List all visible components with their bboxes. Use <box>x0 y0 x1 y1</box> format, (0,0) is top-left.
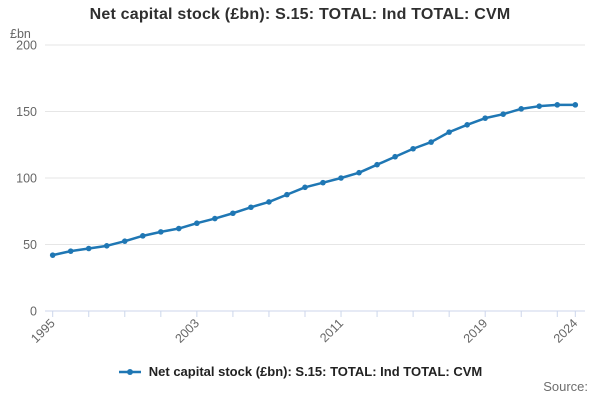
data-point-2016[interactable] <box>428 139 434 145</box>
data-point-2022[interactable] <box>536 103 543 109</box>
data-point-2008[interactable] <box>284 191 290 198</box>
x-tick-label-1995: 1995 <box>28 316 58 346</box>
y-tick-label: 0 <box>30 305 37 319</box>
data-point-2010[interactable] <box>320 179 326 186</box>
x-tick-label-2024: 2024 <box>551 316 581 346</box>
series-line <box>51 103 577 257</box>
data-point-2005[interactable] <box>230 210 236 217</box>
data-point-2023[interactable] <box>554 102 561 108</box>
data-point-2021[interactable] <box>518 106 525 112</box>
data-point-1999[interactable] <box>121 238 128 244</box>
data-point-2001[interactable] <box>158 229 164 235</box>
data-point-1995[interactable] <box>49 252 56 258</box>
data-point-2000[interactable] <box>140 233 146 239</box>
data-point-2024[interactable] <box>572 102 579 108</box>
data-point-2013[interactable] <box>374 161 380 168</box>
legend-line-marker-icon <box>118 368 141 375</box>
data-point-1998[interactable] <box>103 243 110 249</box>
data-point-2020[interactable] <box>500 111 507 117</box>
data-point-2003[interactable] <box>194 220 200 227</box>
y-tick-label: 100 <box>16 172 37 186</box>
data-point-2019[interactable] <box>482 115 488 121</box>
data-point-2002[interactable] <box>176 225 182 232</box>
y-tick-label: 50 <box>23 238 37 252</box>
y-axis-unit-label: £bn <box>10 27 31 41</box>
y-tick-label: 200 <box>16 39 37 53</box>
chart-title: Net capital stock (£bn): S.15: TOTAL: In… <box>89 6 511 23</box>
data-point-2017[interactable] <box>446 129 452 135</box>
legend-label: Net capital stock (£bn): S.15: TOTAL: In… <box>148 364 483 379</box>
source-label: Source: <box>543 379 588 394</box>
y-tick-label: 150 <box>16 105 37 119</box>
legend-item[interactable]: Net capital stock (£bn): S.15: TOTAL: In… <box>0 364 600 379</box>
data-point-2012[interactable] <box>356 169 362 176</box>
x-tick-label-2011: 2011 <box>317 316 346 345</box>
data-point-1996[interactable] <box>67 248 74 254</box>
data-point-2014[interactable] <box>392 153 398 160</box>
data-point-2006[interactable] <box>248 204 254 211</box>
data-point-2011[interactable] <box>338 175 344 181</box>
data-point-2015[interactable] <box>410 145 416 152</box>
data-point-2007[interactable] <box>266 199 272 205</box>
x-tick-label-2019: 2019 <box>461 316 491 346</box>
data-point-2004[interactable] <box>212 215 218 222</box>
data-point-2009[interactable] <box>302 184 308 191</box>
x-tick-label-2003: 2003 <box>172 316 202 346</box>
data-point-2018[interactable] <box>464 122 470 128</box>
data-point-1997[interactable] <box>85 245 92 252</box>
